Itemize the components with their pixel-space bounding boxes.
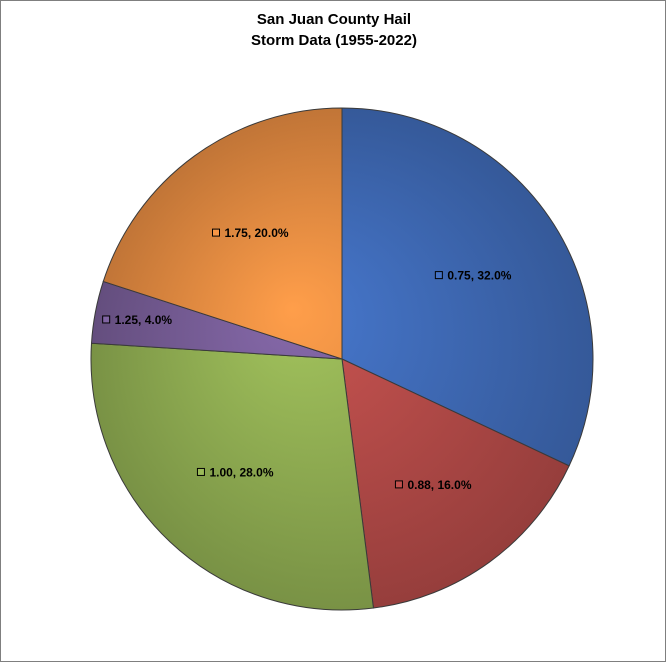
- legend-key-icon: [102, 315, 111, 324]
- pie-labels: 0.75, 32.0% 0.88, 16.0% 1.00, 28.0% 1.25, 4…: [102, 226, 512, 492]
- slice-label-0.88: 0.88, 16.0%: [394, 478, 472, 492]
- slice-label-text: 0.75, 32.0%: [447, 269, 511, 283]
- slice-label-1.00: 1.00, 28.0%: [196, 465, 274, 479]
- pie-slice-0.75: [341, 107, 594, 467]
- chart-title: San Juan County Hail Storm Data (1955-20…: [1, 9, 666, 51]
- chart-title-line-2: Storm Data (1955-2022): [251, 32, 417, 49]
- slice-label-1.25: 1.25, 4.0%: [102, 313, 173, 327]
- pie-slice-1.75: [102, 107, 343, 360]
- legend-key-icon: [434, 271, 443, 280]
- chart-title-line-1: San Juan County Hail: [256, 11, 412, 28]
- slice-label-text: 1.25, 4.0%: [115, 313, 173, 327]
- slice-label-text: 0.88, 16.0%: [407, 478, 471, 492]
- pie-slices: [90, 107, 594, 611]
- legend-key-icon: [196, 467, 205, 476]
- legend-key-icon: [211, 228, 220, 237]
- slice-label-text: 1.00, 28.0%: [209, 465, 273, 479]
- pie-slice-1.00: [90, 342, 375, 611]
- slice-label-0.75: 0.75, 32.0%: [434, 269, 512, 283]
- slice-label-text: 1.75, 20.0%: [224, 226, 288, 240]
- slice-label-1.75: 1.75, 20.0%: [211, 226, 289, 240]
- pie-slice-0.88: [341, 358, 570, 609]
- legend-key-icon: [394, 480, 403, 489]
